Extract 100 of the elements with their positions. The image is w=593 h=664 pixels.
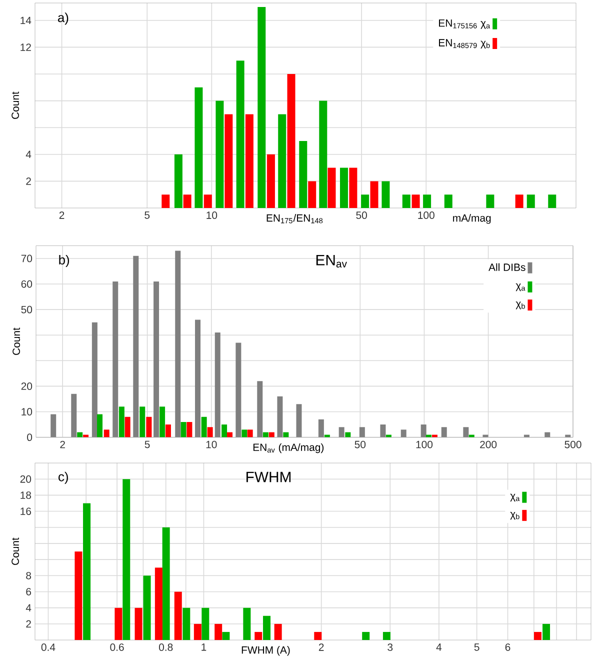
y-tick-label: 60 [21, 280, 32, 288]
legend-label: EN$_{148579}$ χ$_{b}$ [439, 39, 490, 49]
bar [124, 416, 130, 438]
bar [133, 256, 139, 438]
bar [195, 320, 201, 438]
bar [257, 381, 263, 438]
y-tick-label: 18 [20, 491, 32, 499]
y-tick-label: 20 [21, 382, 32, 390]
bar [224, 114, 233, 208]
x-tick-label: 100 [418, 212, 434, 219]
text: b) [59, 254, 70, 268]
bar [214, 332, 220, 438]
bar [328, 168, 336, 208]
bar [186, 422, 192, 438]
text: mA/mag [453, 214, 491, 224]
bar [162, 194, 170, 208]
x-axis-title: EN$_{av}$ (mA/mag) [253, 443, 324, 454]
legend-label: χ$_{a}$ [516, 283, 526, 292]
bar [423, 194, 432, 208]
y-tick-label: 2 [26, 178, 31, 185]
bar [165, 424, 171, 438]
x-tick-label: 0.4 [41, 644, 56, 651]
bar [283, 432, 289, 438]
x-axis-title: FWHM (A) [242, 646, 290, 656]
bar [112, 281, 118, 438]
x-tick-label: 10 [206, 440, 217, 448]
bar [247, 430, 253, 438]
bar [444, 194, 452, 208]
bar [463, 427, 469, 438]
legend-label: χ$_{b}$ [510, 512, 520, 520]
bar [349, 168, 358, 208]
bar [174, 154, 182, 208]
y-tick-label: 14 [20, 16, 32, 24]
bar [382, 181, 390, 208]
x-tick-label: 50 [354, 440, 366, 448]
bar [97, 414, 103, 438]
bar [204, 194, 212, 208]
bar [278, 114, 286, 208]
bar [236, 342, 242, 438]
y-tick-label: 4 [26, 604, 32, 612]
bar [308, 181, 316, 208]
bar [482, 434, 488, 438]
y-tick-label: 20 [20, 475, 32, 483]
x-tick-label: 5 [144, 212, 150, 219]
bar [236, 60, 244, 208]
x-tick-label: 5 [144, 440, 150, 448]
x-tick-label: 10 [206, 212, 218, 219]
bar [338, 427, 344, 438]
bar [359, 427, 365, 438]
text: c) [58, 472, 68, 484]
x-tick-label: 1 [202, 644, 206, 651]
bar [183, 194, 192, 208]
x-tick-label: 200 [480, 440, 497, 448]
bar [175, 250, 181, 438]
y-tick-label: 16 [20, 508, 32, 515]
bar [318, 419, 324, 438]
y-axis-title: Count [12, 538, 20, 565]
y-tick-label: 70 [21, 254, 32, 262]
legend-label: All DIBs [488, 263, 526, 271]
bar [266, 154, 275, 208]
x-tick-label: 5 [474, 644, 480, 651]
bar [201, 416, 207, 438]
bar [245, 114, 254, 208]
x-tick-label: 0.6 [110, 644, 124, 651]
bar [104, 430, 110, 438]
x-tick-label: 6 [505, 644, 510, 651]
x-tick-label: 3 [388, 644, 393, 651]
bar [216, 100, 224, 208]
bar [140, 406, 146, 438]
y-axis-title: Count [12, 328, 20, 355]
bar [380, 424, 386, 438]
bar [160, 406, 166, 438]
bar [207, 427, 213, 438]
legend-label: χ$_{b}$ [516, 301, 525, 310]
bar [319, 100, 328, 208]
x-tick-label: 100 [416, 440, 433, 448]
bar [77, 432, 83, 438]
bar [71, 394, 77, 438]
bar [420, 424, 426, 438]
y-axis-title: Count [12, 92, 20, 119]
x-axis-title: EN$_{175}$/EN$_{148}$ [266, 214, 323, 224]
bar [262, 432, 268, 438]
y-tick-label: 2 [26, 620, 31, 628]
bar [268, 432, 274, 438]
legend-label: χ$_{a}$ [510, 494, 520, 502]
y-tick-label: 4 [26, 150, 32, 158]
bar [441, 427, 447, 438]
bar [92, 322, 98, 438]
x-tick-label: 50 [356, 212, 367, 219]
text: EN$_{av}$ [316, 254, 347, 268]
bar [402, 194, 410, 208]
bar [370, 181, 378, 208]
x-tick-label: 4 [436, 644, 442, 651]
x-tick-label: 2 [60, 440, 65, 448]
y-tick-label: 6 [26, 588, 32, 596]
x-tick-label: 500 [564, 440, 582, 448]
y-tick-label: 50 [21, 306, 32, 314]
bar [400, 430, 406, 438]
bar [361, 194, 370, 208]
legend-label: EN$_{175156}$ χ$_{a}$ [439, 19, 490, 29]
